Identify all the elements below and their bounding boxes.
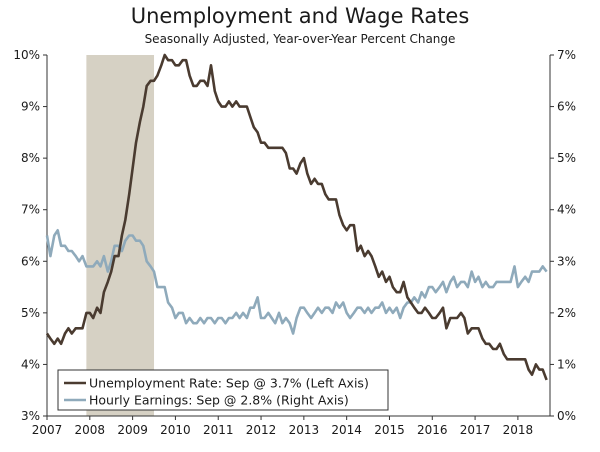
left-tick-label: 5% — [21, 306, 40, 320]
recession-shading — [86, 55, 155, 416]
right-tick-label: 5% — [557, 151, 576, 165]
legend-box — [57, 369, 389, 411]
unemployment-rate-line — [45, 53, 548, 381]
x-tick-label: 2018 — [503, 423, 534, 437]
x-tick-label: 2015 — [374, 423, 405, 437]
right-tick-label: 6% — [557, 100, 576, 114]
left-tick-label: 7% — [21, 203, 40, 217]
left-tick-label: 8% — [21, 151, 40, 165]
x-tick-label: 2008 — [75, 423, 106, 437]
left-tick-label: 4% — [21, 357, 40, 371]
right-tick-label: 4% — [557, 203, 576, 217]
chart-subtitle: Seasonally Adjusted, Year-over-Year Perc… — [144, 32, 456, 46]
x-tick-label: 2007 — [32, 423, 63, 437]
x-tick-label: 2016 — [417, 423, 448, 437]
left-tick-label: 10% — [13, 48, 40, 62]
left-tick-label: 6% — [21, 254, 40, 268]
legend-label: Unemployment Rate: Sep @ 3.7% (Left Axis… — [89, 376, 369, 391]
x-tick-label: 2009 — [117, 423, 148, 437]
right-tick-label: 2% — [557, 306, 576, 320]
x-tick-label: 2014 — [331, 423, 362, 437]
right-tick-label: 1% — [557, 357, 576, 371]
right-tick-label: 3% — [557, 254, 576, 268]
right-tick-label: 7% — [557, 48, 576, 62]
hourly-earnings-line — [45, 229, 548, 335]
left-tick-label: 3% — [21, 409, 40, 423]
right-tick-label: 0% — [557, 409, 576, 423]
chart-title: Unemployment and Wage Rates — [130, 4, 470, 28]
x-tick-label: 2012 — [246, 423, 277, 437]
legend-label: Hourly Earnings: Sep @ 2.8% (Right Axis) — [89, 393, 349, 408]
x-tick-label: 2011 — [203, 423, 234, 437]
left-tick-label: 9% — [21, 100, 40, 114]
x-tick-label: 2010 — [160, 423, 191, 437]
x-tick-label: 2017 — [460, 423, 491, 437]
x-tick-label: 2013 — [289, 423, 320, 437]
